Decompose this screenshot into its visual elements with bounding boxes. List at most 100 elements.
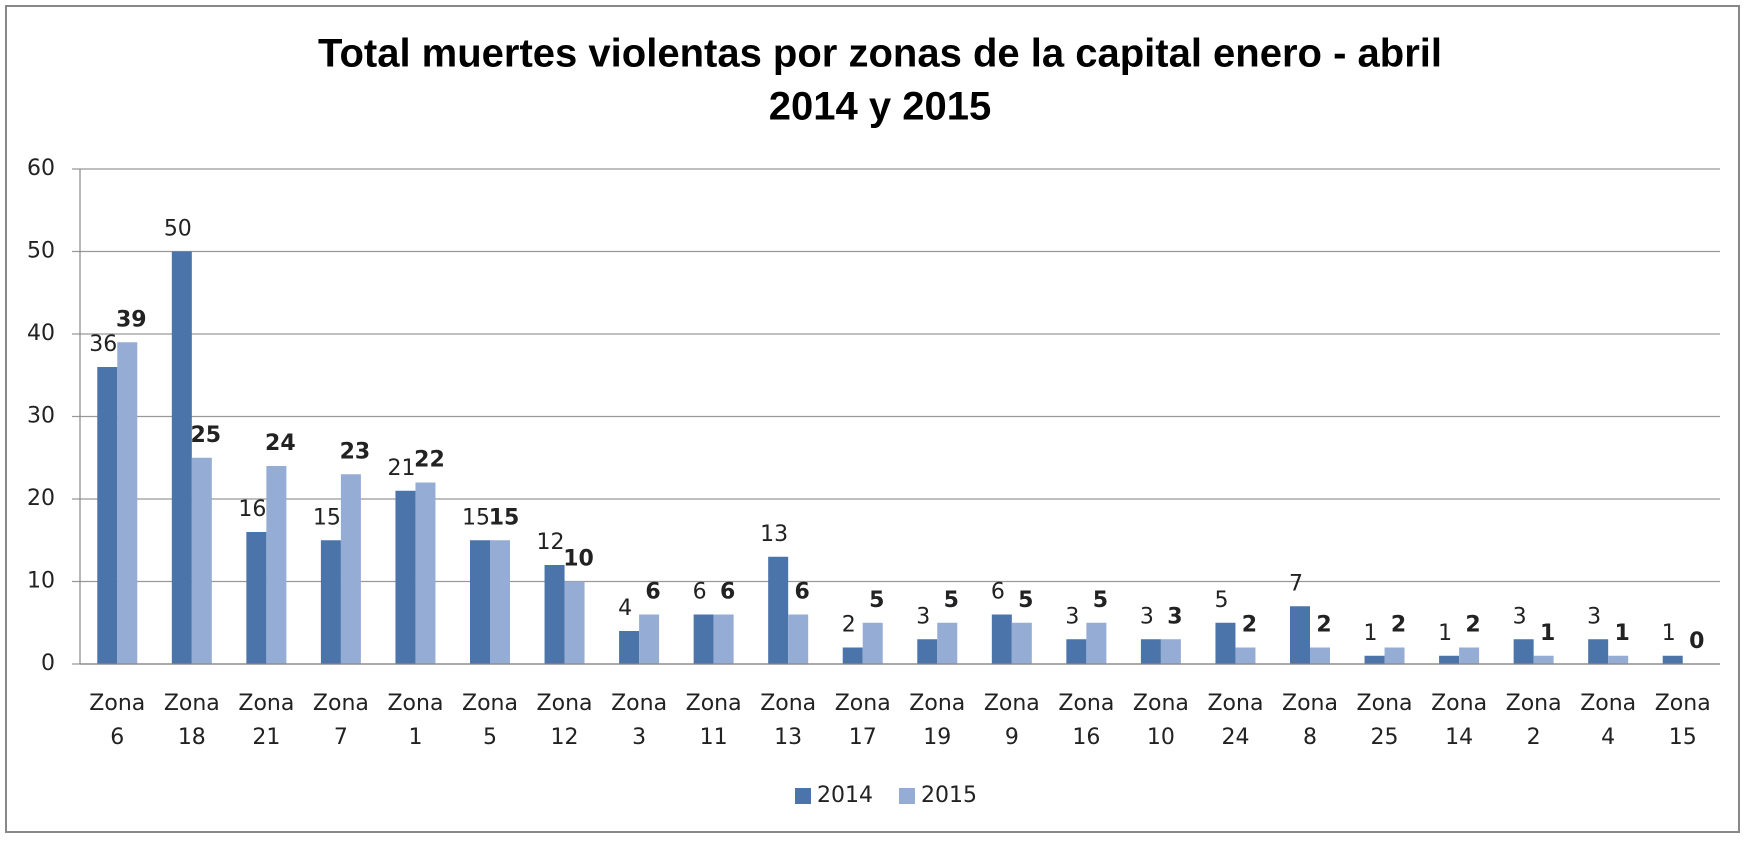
data-label: 10 bbox=[563, 547, 594, 572]
x-tick-label: Zona 5 bbox=[462, 691, 518, 750]
x-tick-label: Zona 6 bbox=[89, 691, 145, 750]
data-label: 1 bbox=[1364, 621, 1378, 646]
data-label: 3 bbox=[1140, 604, 1154, 629]
bar bbox=[395, 490, 416, 664]
data-label: 6 bbox=[795, 580, 810, 605]
x-tick-label: Zona 2 bbox=[1506, 691, 1562, 750]
bar bbox=[266, 466, 287, 664]
legend-label: 2014 bbox=[817, 783, 873, 808]
chart-title: Total muertes violentas por zonas de la … bbox=[318, 32, 1442, 76]
data-label: 2 bbox=[842, 613, 856, 638]
bar bbox=[1140, 639, 1161, 664]
data-label: 25 bbox=[191, 423, 222, 448]
bar bbox=[788, 614, 809, 664]
x-tick-label: Zona 4 bbox=[1580, 691, 1636, 750]
bar bbox=[564, 581, 585, 664]
bar bbox=[1439, 655, 1460, 664]
data-label: 6 bbox=[693, 580, 707, 605]
x-tick-label: Zona 14 bbox=[1431, 691, 1487, 750]
data-label: 1 bbox=[1540, 621, 1555, 646]
x-tick-label: Zona 16 bbox=[1058, 691, 1114, 750]
data-label: 0 bbox=[1689, 629, 1704, 654]
y-tick-label: 30 bbox=[27, 404, 55, 429]
bar bbox=[1086, 622, 1107, 664]
data-label: 6 bbox=[720, 580, 735, 605]
y-tick-label: 40 bbox=[27, 321, 55, 346]
data-label: 1 bbox=[1615, 621, 1630, 646]
bar bbox=[693, 614, 714, 664]
data-label: 39 bbox=[116, 307, 147, 332]
data-label: 2 bbox=[1465, 613, 1480, 638]
x-tick-label: Zona 11 bbox=[686, 691, 742, 750]
bar bbox=[1235, 647, 1256, 664]
bar bbox=[1011, 622, 1032, 664]
bar bbox=[842, 647, 863, 664]
data-label: 3 bbox=[1587, 604, 1601, 629]
legend-label: 2015 bbox=[921, 783, 977, 808]
bar bbox=[415, 482, 436, 664]
data-label: 3 bbox=[1513, 604, 1527, 629]
data-label: 22 bbox=[414, 448, 445, 473]
data-label: 24 bbox=[265, 431, 296, 456]
data-label: 2 bbox=[1316, 613, 1331, 638]
data-label: 12 bbox=[537, 530, 565, 555]
data-label: 5 bbox=[1214, 588, 1228, 613]
data-label: 23 bbox=[340, 439, 371, 464]
x-tick-label: Zona 7 bbox=[313, 691, 369, 750]
x-tick-label: Zona 10 bbox=[1133, 691, 1189, 750]
data-label: 21 bbox=[387, 456, 415, 481]
data-label: 2 bbox=[1242, 613, 1257, 638]
legend-swatch bbox=[795, 788, 811, 804]
y-tick-label: 10 bbox=[27, 569, 55, 594]
chart-border bbox=[5, 5, 1740, 833]
data-label: 15 bbox=[489, 505, 520, 530]
bar bbox=[768, 556, 789, 664]
x-tick-label: Zona 13 bbox=[760, 691, 816, 750]
bar bbox=[246, 532, 267, 664]
bar bbox=[470, 540, 490, 664]
bar bbox=[1364, 655, 1385, 664]
x-tick-label: Zona 24 bbox=[1207, 691, 1263, 750]
bar bbox=[544, 565, 565, 664]
x-tick-label: Zona 25 bbox=[1357, 691, 1413, 750]
bar bbox=[1513, 639, 1534, 664]
data-label: 6 bbox=[645, 580, 660, 605]
data-label: 5 bbox=[1093, 588, 1108, 613]
bar bbox=[639, 614, 660, 664]
bar bbox=[1533, 655, 1554, 664]
y-tick-label: 20 bbox=[27, 486, 55, 511]
bar bbox=[97, 367, 118, 664]
x-tick-label: Zona 21 bbox=[238, 691, 294, 750]
y-tick-label: 50 bbox=[27, 239, 55, 264]
data-label: 5 bbox=[869, 588, 884, 613]
data-label: 15 bbox=[462, 505, 490, 530]
data-label: 1 bbox=[1662, 621, 1676, 646]
data-label: 3 bbox=[1167, 604, 1182, 629]
bar bbox=[490, 540, 510, 664]
bar bbox=[171, 251, 192, 664]
data-label: 6 bbox=[991, 580, 1005, 605]
data-label: 3 bbox=[1065, 604, 1079, 629]
bar bbox=[1608, 655, 1629, 664]
y-tick-label: 0 bbox=[41, 651, 55, 676]
bar bbox=[862, 622, 883, 664]
bar bbox=[1384, 647, 1405, 664]
data-label: 4 bbox=[618, 596, 632, 621]
bar bbox=[1066, 639, 1087, 664]
y-tick-label: 60 bbox=[27, 156, 55, 181]
bar bbox=[1588, 639, 1609, 664]
data-label: 36 bbox=[89, 332, 117, 357]
data-label: 13 bbox=[760, 522, 788, 547]
data-label: 15 bbox=[313, 505, 341, 530]
data-label: 5 bbox=[944, 588, 959, 613]
x-tick-label: Zona 15 bbox=[1655, 691, 1711, 750]
x-tick-label: Zona 17 bbox=[835, 691, 891, 750]
data-label: 7 bbox=[1289, 571, 1303, 596]
bar bbox=[340, 474, 361, 664]
x-tick-label: Zona 19 bbox=[909, 691, 965, 750]
data-label: 50 bbox=[164, 217, 192, 242]
bar bbox=[1290, 606, 1310, 664]
bar bbox=[1662, 655, 1683, 664]
bar bbox=[991, 614, 1012, 664]
bar bbox=[937, 622, 958, 664]
